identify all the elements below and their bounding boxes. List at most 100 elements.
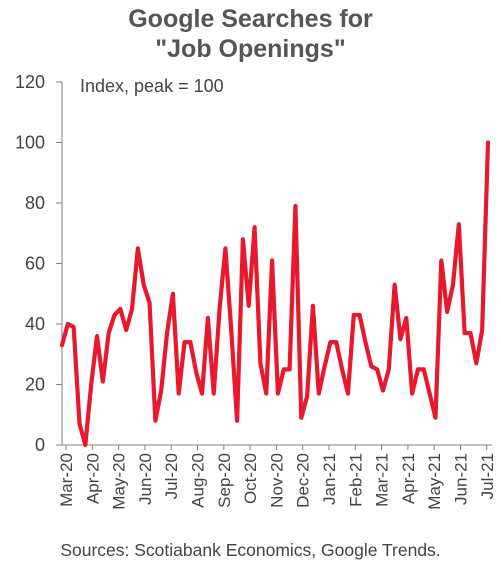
- data-point: [341, 368, 343, 371]
- data-point: [247, 305, 250, 307]
- data-point: [405, 317, 408, 319]
- y-tick-label: 0: [35, 435, 45, 455]
- data-point: [102, 380, 104, 383]
- y-tick-label: 60: [25, 254, 45, 274]
- data-point: [142, 283, 145, 286]
- data-point: [131, 308, 133, 310]
- data-point: [487, 141, 489, 144]
- data-point: [160, 389, 163, 392]
- data-point: [259, 362, 262, 365]
- data-point: [67, 323, 69, 325]
- data-point: [113, 314, 116, 316]
- data-point: [195, 371, 198, 374]
- data-point: [399, 338, 402, 340]
- data-point: [312, 305, 314, 307]
- data-point: [212, 392, 215, 395]
- data-point: [358, 314, 361, 316]
- data-point: [428, 392, 431, 395]
- data-point: [236, 420, 238, 422]
- data-point: [475, 362, 478, 365]
- data-point: [300, 416, 303, 419]
- data-point: [352, 314, 355, 316]
- y-tick-label: 80: [25, 193, 45, 213]
- data-point: [458, 223, 460, 225]
- data-point: [364, 341, 367, 343]
- data-point: [154, 420, 157, 422]
- data-point: [90, 383, 92, 386]
- x-tick-label: Sep-20: [215, 453, 234, 508]
- data-point: [242, 238, 244, 241]
- y-tick-label: 120: [15, 72, 45, 92]
- data-point: [166, 332, 168, 334]
- data-point: [481, 329, 483, 331]
- x-tick-label: Aug-20: [189, 453, 208, 508]
- data-point: [446, 311, 448, 313]
- chart-annotation: Index, peak = 100: [80, 76, 224, 96]
- data-point: [393, 283, 396, 286]
- data-point: [230, 329, 233, 331]
- data-point: [317, 392, 320, 395]
- data-point: [469, 332, 472, 334]
- x-tick-label: Jan-21: [320, 453, 339, 505]
- data-point: [329, 341, 332, 343]
- data-point: [463, 332, 466, 334]
- x-tick-label: Jul-21: [478, 453, 497, 499]
- chart-title-line-1: Google Searches for: [128, 5, 373, 33]
- x-tick-label: Mar-20: [57, 453, 76, 507]
- data-point: [411, 392, 413, 395]
- y-tick-label: 100: [15, 133, 45, 153]
- data-point: [218, 308, 221, 310]
- data-point: [288, 368, 291, 371]
- data-point: [335, 341, 338, 343]
- data-point: [347, 392, 349, 395]
- data-point: [271, 259, 273, 262]
- x-tick-label: May-20: [110, 453, 129, 510]
- data-point: [376, 368, 378, 371]
- data-point: [253, 226, 256, 228]
- x-tick-label: Jul-20: [162, 453, 181, 499]
- series-line: [59, 140, 491, 448]
- x-tick-label: Jun-21: [452, 453, 471, 505]
- data-point: [125, 329, 127, 331]
- y-axis: 0 20 40 60 80 100 120: [15, 72, 63, 455]
- y-tick-label: 20: [25, 375, 45, 395]
- x-tick-label: Apr-20: [83, 453, 102, 504]
- data-point: [423, 368, 425, 371]
- data-point: [189, 341, 192, 343]
- x-tick-label: Nov-20: [267, 453, 286, 508]
- x-tick-label: Oct-20: [241, 453, 260, 504]
- data-point: [183, 341, 186, 343]
- x-tick-label: Apr-21: [399, 453, 418, 504]
- x-tick-label: Jun-20: [136, 453, 155, 505]
- data-point: [417, 368, 419, 371]
- y-tick-label: 40: [25, 314, 45, 334]
- data-point: [78, 423, 81, 425]
- data-point: [72, 326, 75, 328]
- x-tick-label: Feb-21: [346, 453, 365, 507]
- chart-title: Google Searches for "Job Openings": [0, 4, 501, 64]
- x-axis: Mar-20 Apr-20 May-20 Jun-20 Jul-20 Aug-20 Sep-…: [57, 444, 497, 510]
- data-point: [434, 416, 437, 419]
- data-point: [61, 344, 63, 346]
- data-point: [107, 332, 110, 334]
- data-point: [177, 392, 180, 395]
- data-point: [137, 247, 139, 250]
- data-point: [265, 392, 268, 395]
- data-point: [96, 335, 98, 337]
- data-point: [224, 247, 227, 250]
- x-tick-label: May-21: [425, 453, 444, 510]
- data-point: [306, 395, 308, 398]
- data-point: [452, 283, 454, 286]
- data-point: [148, 302, 151, 304]
- source-note: Sources: Scotiabank Economics, Google Tr…: [60, 540, 441, 560]
- data-point: [119, 308, 122, 310]
- data-point: [201, 392, 203, 395]
- data-point: [323, 365, 326, 368]
- x-tick-label: Mar-21: [373, 453, 392, 507]
- chart-title-line-2: "Job Openings": [155, 35, 346, 63]
- series-group: [59, 140, 491, 448]
- data-point: [172, 292, 174, 295]
- data-point: [387, 368, 390, 371]
- data-point: [84, 444, 87, 446]
